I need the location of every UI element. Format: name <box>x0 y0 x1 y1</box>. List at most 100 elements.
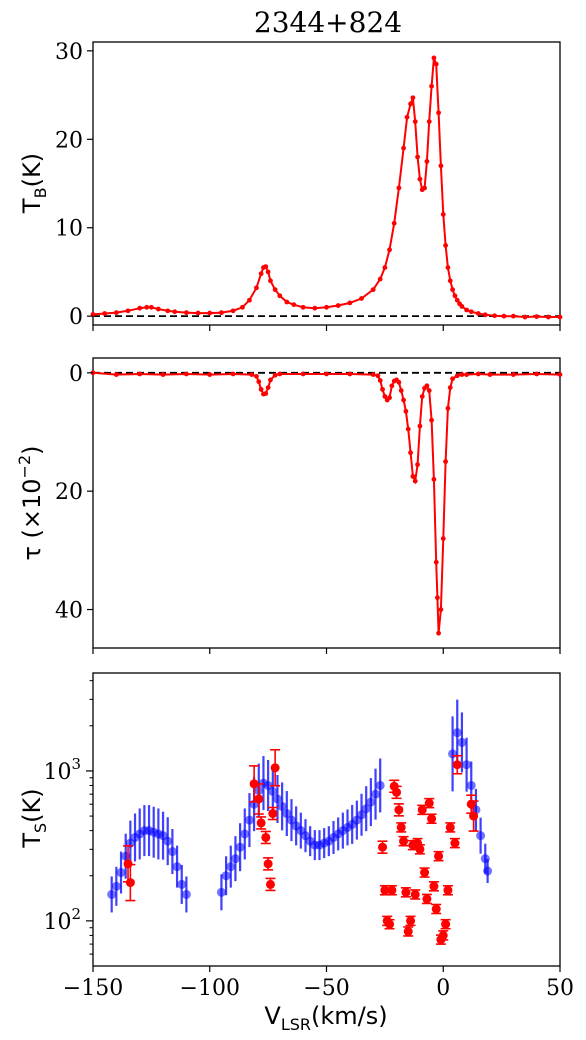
red-data-point <box>378 842 388 852</box>
blue-data-point <box>361 804 371 814</box>
top-data-point <box>424 158 430 164</box>
top-data-point <box>431 55 437 61</box>
red-data-point <box>254 794 264 804</box>
top-data-point <box>445 265 451 270</box>
top-data-point <box>370 287 376 293</box>
top-data-point <box>268 278 273 284</box>
top-data-point <box>219 310 224 316</box>
top-data-point <box>454 297 460 303</box>
blue-data-point <box>282 809 292 819</box>
top-data-point <box>408 101 413 107</box>
middle-data-point <box>272 372 278 378</box>
top-data-point <box>492 313 498 319</box>
middle-data-point <box>389 383 395 389</box>
red-data-point <box>406 916 416 926</box>
red-data-point <box>415 844 425 854</box>
red-data-point <box>424 798 434 808</box>
top-data-point <box>335 303 341 308</box>
top-data-point <box>148 304 154 310</box>
top-data-point <box>522 314 528 320</box>
top-data-point <box>417 176 423 182</box>
blue-data-point <box>452 728 462 738</box>
middle-panel <box>90 370 563 636</box>
middle-data-point <box>137 371 143 377</box>
top-data-point <box>359 296 364 301</box>
middle-data-point <box>534 371 540 377</box>
middle-data-point <box>440 536 446 541</box>
top-data-point <box>265 269 271 275</box>
middle-y-axis: 0 20 40 <box>55 362 561 654</box>
red-data-point <box>417 805 427 815</box>
bottom-x-tick-label: −50 <box>303 976 349 1001</box>
middle-series-line <box>92 371 561 634</box>
top-data-point <box>254 285 259 291</box>
blue-data-point <box>366 797 376 807</box>
middle-data-point <box>380 386 385 392</box>
middle-data-point <box>207 372 213 377</box>
middle-data-point <box>435 595 440 601</box>
top-data-point <box>557 314 563 320</box>
top-data-point <box>436 110 441 116</box>
middle-data-point <box>429 417 434 423</box>
middle-data-point <box>249 372 255 377</box>
top-data-point <box>240 304 245 310</box>
middle-data-point <box>184 371 189 377</box>
bottom-y-tick-label: 102 <box>43 905 81 935</box>
chart-title: 2344+824 <box>254 6 402 39</box>
top-data-point <box>452 293 458 299</box>
middle-data-point <box>447 385 453 390</box>
middle-data-point <box>263 391 269 396</box>
top-data-point <box>404 114 410 120</box>
red-data-point <box>450 838 460 848</box>
red-data-point <box>394 805 404 815</box>
bottom-y-axis: 102 103 <box>43 680 93 955</box>
middle-y-tick-label: 0 <box>69 362 83 387</box>
top-y-tick-label: 0 <box>69 305 83 330</box>
blue-data-point <box>268 786 278 796</box>
red-data-point <box>401 887 411 897</box>
top-data-point <box>443 243 448 248</box>
bottom-x-tick-label: −150 <box>63 976 123 1001</box>
top-data-point <box>277 293 283 299</box>
top-data-point <box>312 305 318 311</box>
red-data-point <box>125 878 135 888</box>
top-data-point <box>172 309 178 315</box>
middle-data-point <box>403 408 409 414</box>
middle-data-point <box>401 397 406 403</box>
red-data-point <box>399 836 409 846</box>
blue-data-point <box>226 862 236 872</box>
top-data-point <box>426 119 432 124</box>
middle-data-point <box>254 373 259 379</box>
blue-data-point <box>357 810 367 820</box>
middle-data-point <box>382 394 388 399</box>
middle-data-point <box>417 423 423 429</box>
middle-y-tick-label: 20 <box>55 480 83 505</box>
top-y-tick-label: 20 <box>55 128 83 153</box>
red-data-point <box>429 881 439 891</box>
top-data-point <box>125 308 131 314</box>
red-data-point <box>469 811 479 821</box>
blue-data-point <box>163 836 173 846</box>
middle-data-point <box>377 378 383 383</box>
red-data-point <box>385 919 395 929</box>
middle-data-point <box>405 426 411 432</box>
top-data-point <box>422 185 427 191</box>
top-data-point <box>347 300 353 306</box>
bottom-y-tick-label: 103 <box>43 755 81 785</box>
red-data-point <box>380 885 390 895</box>
top-data-point <box>415 154 420 160</box>
bottom-x-tick-label: 50 <box>546 976 574 1001</box>
top-data-point <box>534 314 540 319</box>
red-data-point <box>392 787 402 797</box>
blue-data-point <box>216 887 226 897</box>
blue-data-point <box>457 737 467 747</box>
blue-data-point <box>107 889 117 899</box>
top-data-point <box>284 299 290 305</box>
blue-data-point <box>240 829 250 839</box>
x-axis-label: VLSR(km/s) <box>264 1002 387 1034</box>
middle-data-point <box>438 607 444 612</box>
top-data-point <box>291 302 297 308</box>
bottom-x-tick-label: 0 <box>436 976 450 1001</box>
middle-data-point <box>258 386 264 392</box>
